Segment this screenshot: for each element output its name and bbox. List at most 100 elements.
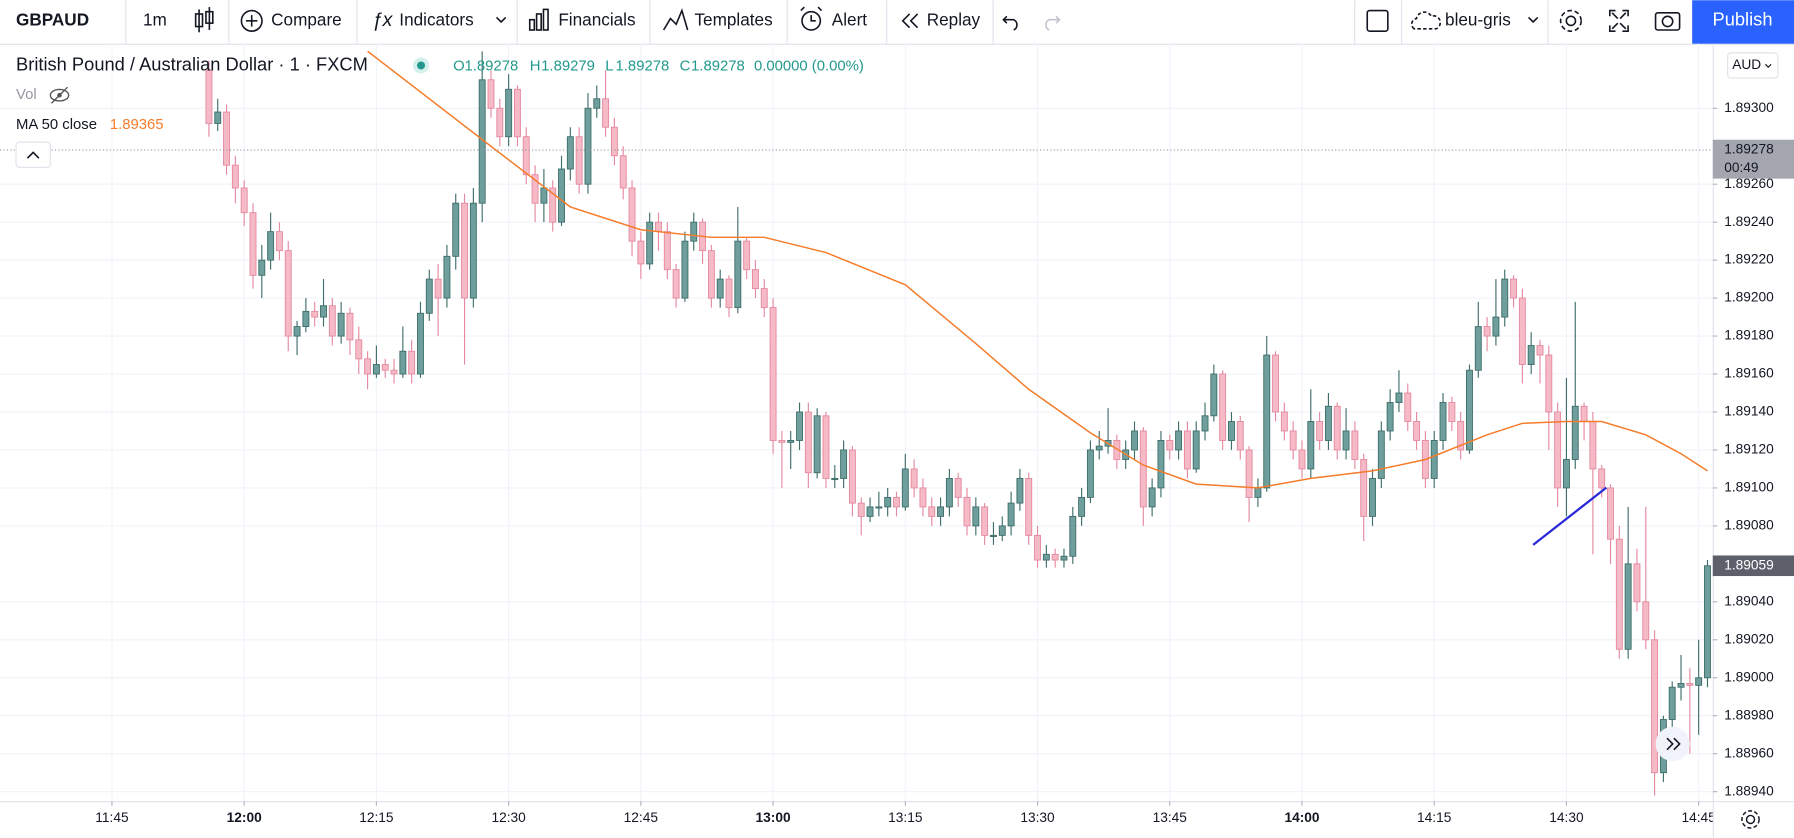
publish-button[interactable]: Publish bbox=[1713, 9, 1773, 30]
settings-icon[interactable] bbox=[1559, 9, 1582, 32]
candle-body bbox=[1175, 430, 1183, 451]
candle-body bbox=[1501, 278, 1509, 318]
candle-body bbox=[593, 98, 601, 109]
currency-button[interactable]: AUD bbox=[1732, 57, 1761, 72]
volume-label: Vol bbox=[16, 87, 37, 103]
candle-body bbox=[1386, 402, 1394, 432]
candle-body bbox=[425, 278, 433, 314]
axis-settings-icon[interactable] bbox=[1741, 810, 1760, 829]
templates-icon[interactable] bbox=[662, 8, 689, 31]
candle-body bbox=[1157, 440, 1165, 489]
candle-body bbox=[1016, 477, 1024, 504]
candle-body bbox=[1580, 405, 1588, 422]
candle-body bbox=[840, 449, 848, 479]
candle-body bbox=[1201, 415, 1209, 432]
interval[interactable]: 1m bbox=[143, 9, 167, 29]
financials-icon[interactable] bbox=[528, 8, 549, 31]
candle-body bbox=[707, 250, 715, 299]
replay-icon[interactable] bbox=[901, 13, 919, 29]
select-box-icon[interactable] bbox=[1366, 9, 1389, 32]
legend-close: 1.89278 bbox=[691, 59, 745, 75]
candle-body bbox=[1324, 405, 1332, 441]
symbol[interactable]: GBPAUD bbox=[16, 9, 89, 29]
candle-body bbox=[1210, 373, 1218, 417]
candle-body bbox=[1607, 487, 1614, 540]
dropdown-caret[interactable] bbox=[495, 16, 507, 24]
candle-body bbox=[487, 79, 495, 109]
candle-body bbox=[1554, 411, 1562, 489]
candle-body bbox=[1395, 392, 1403, 403]
dropdown-caret[interactable] bbox=[1527, 16, 1539, 24]
candle-body bbox=[302, 310, 310, 328]
layout-name[interactable]: bleu-gris bbox=[1445, 9, 1511, 29]
candle-body bbox=[734, 240, 742, 309]
legend: British Pound / Australian Dollar · 1 · … bbox=[15, 53, 864, 168]
trend-line-drawing[interactable] bbox=[1532, 486, 1608, 546]
candle-body bbox=[998, 525, 1006, 536]
screenshot-icon[interactable] bbox=[1654, 12, 1681, 31]
candle-body bbox=[1651, 639, 1659, 774]
y-tick-label: 1.89300 bbox=[1724, 100, 1774, 115]
candle-body bbox=[1466, 369, 1473, 451]
currency-button-bg[interactable] bbox=[1727, 52, 1779, 79]
alert-button[interactable]: Alert bbox=[832, 9, 868, 29]
compare-button[interactable]: Compare bbox=[271, 9, 342, 29]
collapse-icon[interactable] bbox=[26, 151, 40, 159]
candle-body bbox=[1095, 445, 1103, 451]
x-tick-label: 14:00 bbox=[1284, 810, 1319, 825]
financials-button[interactable]: Financials bbox=[558, 9, 635, 29]
candle-body bbox=[1413, 421, 1421, 441]
replay-button[interactable]: Replay bbox=[927, 9, 981, 29]
candle-body bbox=[1333, 405, 1341, 451]
candle-body bbox=[619, 155, 627, 189]
candle-body bbox=[875, 506, 883, 509]
candle-body bbox=[1131, 430, 1138, 451]
candle-body bbox=[1642, 601, 1650, 641]
ma-value: 1.89365 bbox=[110, 117, 164, 133]
publish-button-bg[interactable] bbox=[1692, 0, 1794, 44]
indicators-icon[interactable]: ƒx bbox=[372, 9, 394, 31]
y-tick-label: 1.88940 bbox=[1724, 783, 1774, 798]
undo-icon[interactable] bbox=[1002, 15, 1018, 31]
candle-body bbox=[381, 364, 389, 371]
candle-body bbox=[1474, 326, 1482, 371]
redo-icon[interactable] bbox=[1045, 15, 1061, 31]
candle-body bbox=[928, 506, 936, 517]
candle-body bbox=[293, 326, 301, 337]
ma-label: MA 50 close bbox=[16, 117, 97, 133]
hidden-eye-icon[interactable] bbox=[49, 86, 70, 104]
candle-body bbox=[205, 69, 213, 124]
candle-body bbox=[284, 250, 292, 337]
candle-body bbox=[981, 506, 989, 536]
candle-body bbox=[452, 202, 460, 257]
candle-body bbox=[954, 477, 962, 498]
candle-body bbox=[258, 259, 266, 276]
legend-change: 0.00000 (0.00%) bbox=[754, 59, 864, 75]
y-tick-label: 1.89200 bbox=[1724, 290, 1774, 305]
dropdown-caret[interactable] bbox=[1764, 63, 1772, 68]
indicators-button[interactable]: Indicators bbox=[399, 9, 473, 29]
candle-body bbox=[1272, 354, 1279, 413]
time-axis: 11:45 12:00 12:15 12:30 12:45 13:00 13:15 13:30… bbox=[95, 801, 1713, 825]
candle-body bbox=[1483, 326, 1491, 337]
compare-icon[interactable] bbox=[240, 9, 263, 32]
y-tick-label: 1.89120 bbox=[1724, 442, 1774, 457]
collapse-legend-button[interactable] bbox=[15, 141, 51, 168]
candle-body bbox=[417, 312, 424, 375]
templates-button[interactable]: Templates bbox=[694, 9, 772, 29]
candle-body bbox=[223, 111, 231, 166]
fullscreen-icon[interactable] bbox=[1608, 9, 1629, 32]
candle-body bbox=[1589, 421, 1597, 470]
y-tick-label: 1.89000 bbox=[1724, 669, 1774, 684]
candle-body bbox=[1219, 373, 1227, 441]
alert-icon[interactable] bbox=[800, 6, 823, 31]
price-tag bbox=[1712, 555, 1794, 577]
cloud-icon[interactable] bbox=[1410, 11, 1442, 30]
price-tag-label: 1.89059 bbox=[1724, 557, 1774, 572]
chart-style-icon[interactable] bbox=[194, 7, 214, 33]
candle-body bbox=[364, 358, 372, 375]
candle-body bbox=[1183, 430, 1191, 470]
scroll-icon[interactable] bbox=[1666, 737, 1681, 751]
candle-body bbox=[337, 312, 345, 337]
candle-body bbox=[901, 468, 909, 508]
